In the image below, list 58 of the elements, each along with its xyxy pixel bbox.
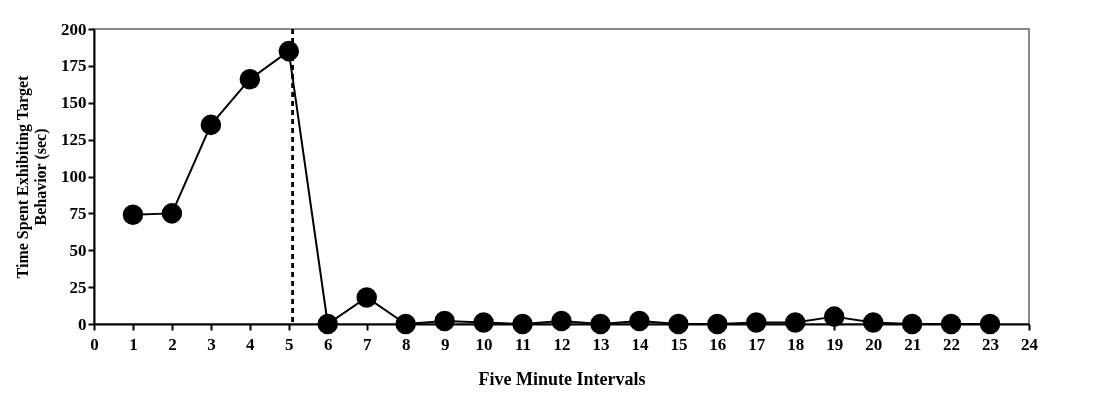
point	[395, 313, 416, 335]
point	[161, 203, 183, 224]
point	[707, 313, 728, 335]
point	[862, 312, 884, 333]
x-tick-label: 5	[285, 334, 294, 354]
point	[239, 68, 261, 90]
point	[901, 313, 923, 335]
x-tick-label: 15	[670, 334, 688, 354]
y-tick-label: 150	[61, 93, 87, 113]
y-tick-label: 0	[78, 314, 87, 334]
point	[551, 310, 572, 332]
x-tick-label: 12	[553, 334, 571, 354]
y-tick-label: 125	[61, 130, 87, 150]
point	[317, 313, 338, 335]
x-tick-label: 17	[748, 334, 766, 354]
point	[746, 312, 767, 333]
point	[278, 40, 300, 62]
x-axis-title: Five Minute Intervals	[478, 368, 646, 389]
x-tick-label: 8	[401, 334, 411, 354]
y-tick-label: 100	[61, 167, 87, 186]
x-tick-label: 13	[592, 334, 610, 354]
y-tick-label: 75	[69, 203, 87, 223]
x-tick-label: 19	[826, 334, 844, 354]
point	[940, 313, 962, 335]
point	[979, 313, 1001, 335]
y-tick-label: 175	[61, 56, 87, 76]
x-tick-label: 9	[440, 334, 450, 354]
point	[122, 204, 144, 226]
x-tick-label: 2	[168, 334, 177, 354]
y-tick-label: 50	[69, 240, 87, 260]
point	[823, 306, 845, 327]
x-tick-label: 20	[865, 334, 883, 354]
x-tick-label: 3	[207, 334, 216, 354]
point	[200, 114, 222, 136]
x-tick-label: 18	[787, 334, 805, 354]
y-tick-label: 200	[61, 19, 87, 39]
point	[629, 310, 650, 332]
x-tick-label: 10	[475, 334, 493, 354]
point	[590, 313, 611, 335]
x-tick-label: 11	[515, 334, 532, 354]
point	[356, 287, 377, 308]
point	[434, 310, 455, 332]
x-tick-label: 22	[943, 334, 961, 354]
x-tick-label: 4	[246, 334, 256, 354]
x-tick-label: 6	[324, 334, 333, 354]
x-tick-label: 24	[1021, 334, 1039, 354]
x-tick-label: 1	[129, 334, 138, 354]
point	[668, 313, 689, 335]
point	[512, 313, 533, 335]
x-tick-label: 23	[982, 334, 1000, 354]
x-tick-label: 14	[631, 334, 649, 354]
y-tick-label: 25	[69, 277, 87, 297]
x-tick-label: 7	[362, 334, 372, 354]
x-tick-label: 21	[904, 334, 922, 354]
y-axis-title: Time Spent Exhibiting Target Behavior (sec)	[14, 74, 50, 279]
point	[473, 312, 494, 333]
point	[785, 312, 806, 333]
x-tick-label: 16	[709, 334, 727, 354]
